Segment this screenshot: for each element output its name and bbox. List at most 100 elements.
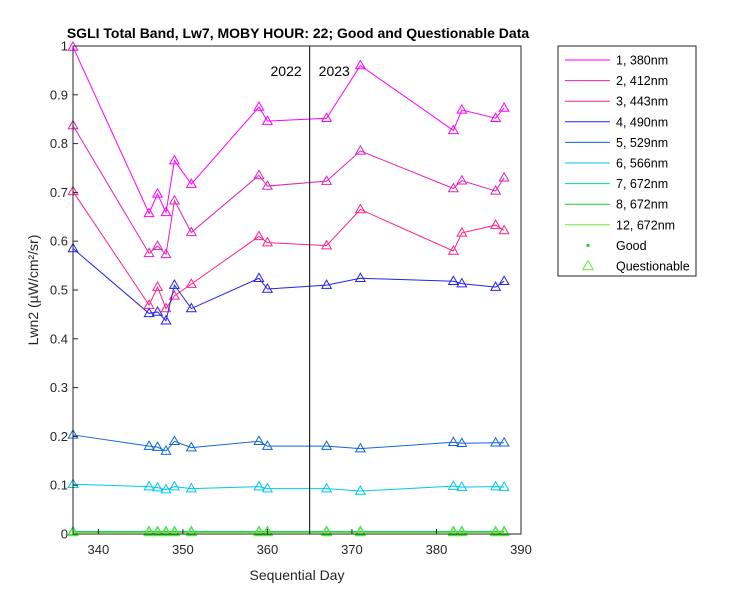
series-line [72, 483, 505, 492]
chart-title: SGLI Total Band, Lw7, MOBY HOUR: 22; Goo… [67, 25, 530, 41]
legend-label: 2, 412nm [616, 74, 668, 88]
x-tick-label: 340 [88, 542, 110, 557]
data-point [253, 100, 265, 111]
legend-label: 5, 529nm [616, 136, 668, 150]
y-axis-label: Lwn2 (µW/cm²/sr) [25, 235, 41, 346]
legend-label: Questionable [616, 260, 690, 274]
legend: 1, 380nm 2, 412nm 3, 443nm 4, 490nm 5, 529nm… [557, 45, 697, 277]
data-point [261, 526, 274, 537]
data-point [490, 281, 502, 291]
data-point [160, 445, 172, 455]
data-point [151, 240, 164, 250]
y-tick-label: 0.6 [50, 234, 68, 249]
data-point [261, 236, 274, 247]
data-point [490, 436, 502, 447]
series-9 [67, 526, 510, 537]
data-point [456, 526, 468, 537]
y-tick-label: 0.8 [50, 136, 68, 151]
data-point [143, 526, 155, 537]
data-point [447, 480, 459, 490]
y-tick-label: 0.7 [50, 185, 68, 200]
data-point [261, 482, 274, 493]
data-point [168, 279, 181, 289]
data-point [185, 178, 197, 188]
data-point [143, 247, 155, 258]
legend-label: 7, 672nm [616, 177, 668, 191]
legend-label: 1, 380nm [616, 54, 668, 68]
series-layer [67, 40, 510, 537]
data-point [253, 480, 265, 491]
data-point [261, 283, 274, 293]
data-point [67, 526, 79, 537]
data-point [354, 203, 367, 214]
legend-box [557, 45, 697, 277]
data-point [160, 483, 172, 494]
data-point [160, 526, 172, 537]
data-point [498, 224, 510, 235]
data-point [498, 436, 510, 447]
data-point [498, 101, 510, 112]
data-point [151, 481, 164, 492]
x-tick-label: 370 [341, 542, 363, 557]
data-point [447, 244, 459, 255]
data-point [168, 154, 181, 165]
data-point [320, 279, 333, 289]
series-line [72, 248, 505, 322]
data-point [498, 481, 510, 491]
data-point [354, 272, 367, 283]
x-tick-label: 350 [172, 542, 194, 557]
data-point [168, 435, 181, 446]
y-tick-label: 1 [61, 39, 68, 54]
data-point [160, 302, 172, 313]
y-tick-label: 0.9 [50, 87, 68, 102]
series-5 [67, 428, 510, 455]
data-point [261, 440, 274, 450]
data-point [168, 194, 181, 205]
data-point [151, 441, 164, 451]
legend-label: Good [616, 239, 647, 253]
data-point [354, 526, 367, 537]
data-point [253, 272, 265, 283]
data-point [447, 526, 459, 537]
y-tick-label: 0.1 [50, 478, 68, 493]
data-point [143, 480, 155, 491]
year-label-left: 2022 [271, 63, 302, 79]
data-point [354, 144, 367, 155]
legend-label: 6, 566nm [616, 157, 668, 171]
plot-area [73, 46, 521, 534]
y-tick-label: 0 [61, 527, 68, 542]
data-point [151, 281, 164, 291]
data-point [354, 442, 367, 453]
data-point [168, 480, 181, 491]
data-point [160, 206, 172, 217]
data-point [320, 239, 333, 250]
axis-layer: 340 350 360 370 380 390 0 0.1 0.2 0.3 0.4 0.5 0.6 0.7… [50, 39, 532, 558]
data-point [490, 112, 502, 122]
data-point [185, 302, 197, 313]
data-point [151, 526, 164, 537]
series-1 [67, 40, 510, 218]
data-point [354, 485, 367, 495]
y-tick-label: 0.3 [50, 380, 68, 395]
x-tick-label: 360 [257, 542, 279, 557]
data-point [490, 184, 502, 195]
data-point [447, 275, 459, 285]
data-point [320, 526, 333, 537]
data-point [151, 187, 164, 198]
data-point [498, 526, 510, 537]
data-point [143, 440, 155, 450]
data-point [160, 314, 172, 325]
data-point [185, 526, 197, 537]
data-point [456, 103, 468, 114]
y-tick-label: 0.5 [50, 283, 68, 298]
legend-label: 12, 672nm [616, 218, 675, 232]
series-line [72, 125, 505, 256]
year-label-right: 2023 [319, 63, 350, 79]
data-point [498, 171, 510, 182]
data-point [160, 248, 172, 259]
legend-label: 8, 672nm [616, 198, 668, 212]
data-point [490, 219, 502, 229]
data-point [456, 226, 468, 237]
